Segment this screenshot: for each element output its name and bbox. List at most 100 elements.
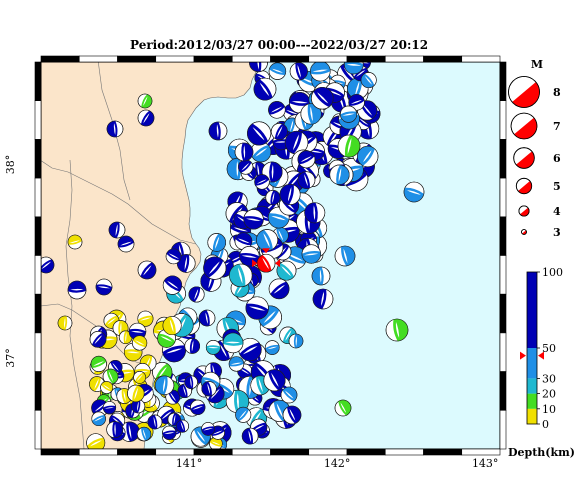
focal-mechanism <box>288 333 304 349</box>
focal-mechanism <box>162 316 182 336</box>
border-segment-top <box>40 55 80 63</box>
border-segment-right <box>499 61 507 102</box>
border-segment-bottom <box>346 448 386 456</box>
focal-mechanism <box>282 405 302 425</box>
border-segment-right <box>499 255 507 295</box>
focal-mechanism <box>284 130 309 155</box>
focal-mechanism <box>175 419 189 433</box>
depth-color-band <box>527 378 537 394</box>
border-segment-bottom <box>308 448 348 456</box>
magnitude-legend-item: 4 <box>518 205 561 218</box>
focal-mechanism <box>276 260 297 281</box>
magnitude-legend-item: 5 <box>515 177 561 195</box>
magnitude-legend: M 8 7 6 5 4 3 <box>508 58 561 239</box>
border-segment-left <box>34 255 42 295</box>
lon-tick-label: 142° <box>324 457 351 470</box>
focal-mechanism <box>190 399 206 416</box>
border-segment-bottom <box>40 448 80 456</box>
focal-mechanism <box>91 411 106 426</box>
border-segment-bottom <box>155 448 195 456</box>
depth-legend-title: Depth(km) <box>508 446 575 459</box>
focal-mechanism <box>348 94 365 111</box>
focal-mechanism <box>360 72 377 89</box>
focal-mechanism <box>238 337 262 362</box>
border-segment-left <box>34 409 42 450</box>
focal-mechanism <box>253 77 277 101</box>
focal-mechanism <box>229 263 253 288</box>
focal-mechanism <box>162 275 183 295</box>
focal-mechanism <box>235 406 252 423</box>
focal-mechanism <box>86 433 106 449</box>
focal-mechanism <box>256 253 276 273</box>
border-segment-top <box>231 55 271 63</box>
focal-mechanism <box>147 414 163 430</box>
focal-mechanism <box>184 338 201 354</box>
magnitude-legend-label: 7 <box>553 120 561 133</box>
focal-mechanism <box>385 318 409 342</box>
focal-mechanism <box>108 221 126 239</box>
focal-mechanism <box>137 260 157 280</box>
border-segment-top <box>423 55 463 63</box>
border-segment-top <box>270 55 310 63</box>
focal-mechanism <box>234 142 254 162</box>
depth-color-band <box>527 393 537 409</box>
border-segment-top <box>308 55 348 63</box>
border-segment-right <box>499 216 507 256</box>
focal-mechanism <box>311 266 331 286</box>
focal-mechanism <box>297 150 316 169</box>
focal-mechanism <box>137 310 154 327</box>
focal-mechanism <box>268 278 290 300</box>
focal-mechanism <box>136 426 152 442</box>
magnitude-legend-item: 8 <box>508 76 561 108</box>
focal-mechanism <box>265 190 281 206</box>
border-segment-left <box>34 139 42 179</box>
depth-marker-right <box>538 351 544 360</box>
focal-mechanism <box>337 134 361 158</box>
border-segment-right <box>499 332 507 372</box>
border-segment-left <box>34 100 42 140</box>
border-segment-right <box>499 177 507 218</box>
depth-tick-label: 30 <box>542 372 556 385</box>
focal-mechanism <box>245 296 269 320</box>
focal-mechanism <box>102 401 117 415</box>
depth-color-band <box>527 272 537 348</box>
border-segment-bottom <box>384 448 424 456</box>
focal-mechanism <box>228 356 245 372</box>
depth-tick-label: 10 <box>542 403 556 416</box>
depth-color-band <box>527 348 537 379</box>
magnitude-legend-label: 3 <box>553 226 561 239</box>
lon-tick-label: 143° <box>472 457 499 470</box>
depth-tick-label: 0 <box>542 418 549 431</box>
focal-mechanism <box>279 184 301 206</box>
focal-mechanism <box>41 256 55 274</box>
focal-mechanism <box>270 123 288 140</box>
map-border-scale <box>34 55 507 456</box>
magnitude-legend-item: 6 <box>513 147 561 169</box>
border-segment-top <box>155 55 195 63</box>
focal-mechanism <box>334 245 356 267</box>
focal-mechanism <box>95 278 113 296</box>
focal-mechanism <box>117 235 135 253</box>
depth-color-band <box>527 408 537 424</box>
focal-mechanism <box>106 421 124 439</box>
focal-mechanism <box>67 280 87 300</box>
focal-mechanism <box>208 121 228 141</box>
focal-mechanism <box>289 62 308 81</box>
focal-mechanism <box>100 381 114 394</box>
axis-labels: 141° 142° 143° 37° 38° <box>4 155 498 470</box>
border-segment-right <box>499 100 507 140</box>
border-segment-left <box>34 332 42 372</box>
focal-mechanism <box>165 248 182 265</box>
lat-tick-label: 37° <box>4 348 17 368</box>
focal-mechanism <box>90 355 107 373</box>
focal-mechanism <box>339 105 358 123</box>
border-segment-left <box>34 177 42 218</box>
magnitude-legend-item: 3 <box>521 226 561 239</box>
focal-mechanism <box>250 141 272 163</box>
magnitude-legend-label: 6 <box>553 152 561 165</box>
border-segment-top <box>78 55 118 63</box>
lon-tick-label: 141° <box>176 457 203 470</box>
border-segment-bottom <box>117 448 157 456</box>
earthquake-markers <box>41 62 425 449</box>
depth-marker-left <box>520 351 526 360</box>
